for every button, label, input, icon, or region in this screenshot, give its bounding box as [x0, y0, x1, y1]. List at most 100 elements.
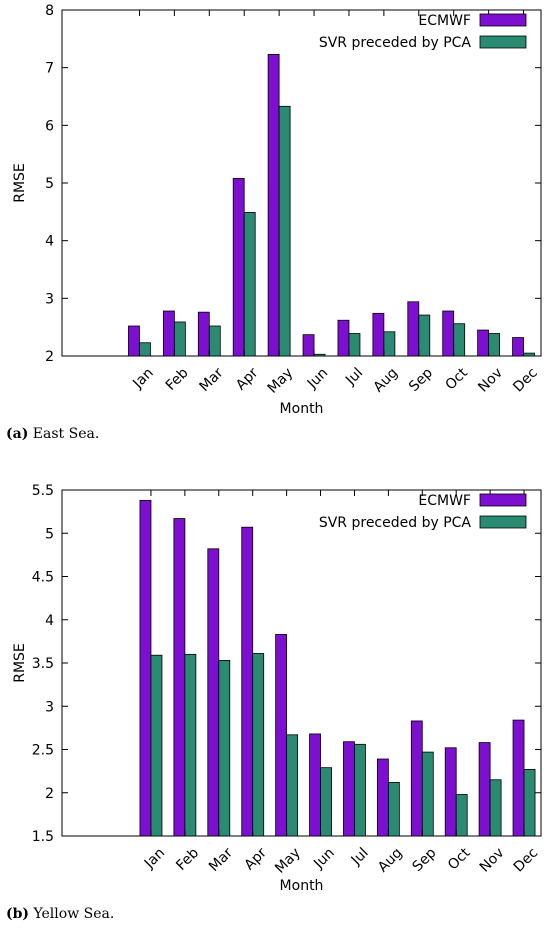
bar-ecmwf-aug — [372, 312, 385, 357]
bar-svr-jan — [139, 342, 151, 357]
bar-ecmwf-mar — [207, 548, 220, 837]
x-tick-label: Aug — [370, 365, 401, 396]
bar-svr-feb — [184, 653, 197, 837]
y-tick-label: 7 — [45, 61, 54, 77]
bar-svr-jan — [150, 654, 163, 837]
bar-svr-apr — [243, 212, 256, 357]
y-tick-label: 3 — [45, 291, 54, 307]
bar-ecmwf-feb — [162, 310, 175, 357]
x-tick-label: Jan — [141, 845, 168, 872]
bar-svr-dec — [523, 768, 536, 837]
legend-label: SVR preceded by PCA — [319, 35, 472, 51]
bar-svr-dec — [523, 352, 535, 357]
bar-ecmwf-may — [267, 54, 280, 357]
caption-label: (a) — [6, 426, 29, 442]
bar-ecmwf-oct — [444, 747, 457, 837]
x-tick-label: Jul — [342, 365, 366, 389]
x-tick-label: Jul — [348, 845, 372, 869]
caption-text: East Sea. — [28, 426, 100, 442]
legend-label: ECMWF — [418, 13, 471, 29]
bar-ecmwf-nov — [478, 742, 491, 837]
y-tick-label: 2 — [45, 786, 54, 802]
y-tick-label: 6 — [45, 118, 54, 134]
x-tick-label: Sep — [406, 365, 436, 395]
x-axis-label: Month — [280, 401, 324, 417]
caption-east-sea: (a) East Sea. — [6, 426, 99, 442]
bar-ecmwf-sep — [407, 301, 420, 357]
y-tick-label: 2 — [45, 349, 54, 365]
x-tick-label: Sep — [410, 845, 440, 875]
x-tick-label: Mar — [206, 845, 236, 875]
bar-svr-feb — [173, 321, 186, 357]
bar-svr-nov — [488, 333, 501, 357]
bar-svr-jun — [313, 353, 326, 357]
x-tick-label: Oct — [445, 845, 474, 874]
x-axis-label: Month — [280, 878, 324, 894]
x-tick-label: Nov — [475, 365, 506, 396]
bar-svr-oct — [453, 323, 466, 357]
bar-svr-aug — [383, 331, 396, 357]
y-tick-label: 3.5 — [32, 656, 54, 672]
y-tick-label: 8 — [45, 3, 54, 19]
bar-ecmwf-jul — [337, 319, 350, 357]
bar-ecmwf-nov — [477, 329, 490, 357]
legend-label: ECMWF — [418, 493, 471, 509]
caption-text: Yellow Sea. — [29, 906, 115, 922]
bar-ecmwf-dec — [512, 719, 525, 837]
bar-ecmwf-may — [275, 634, 288, 837]
bar-ecmwf-jan — [128, 325, 140, 357]
bar-ecmwf-jun — [302, 334, 315, 357]
x-tick-label: Jun — [304, 365, 331, 392]
bar-svr-jul — [354, 743, 366, 837]
bar-svr-mar — [218, 660, 231, 837]
x-tick-label: Feb — [173, 845, 202, 874]
x-tick-label: Jun — [310, 845, 337, 872]
x-tick-label: Jan — [129, 365, 156, 392]
x-tick-label: Aug — [375, 845, 406, 876]
bar-ecmwf-mar — [197, 311, 210, 357]
bar-svr-may — [286, 734, 299, 837]
bar-ecmwf-apr — [232, 177, 245, 357]
chart-east-sea: 2 3 4 5 6 7 8 Jan Feb Mar Apr May Jun Jul Aug Sep Oct Nov… — [12, 3, 542, 417]
x-tick-label: Mar — [197, 365, 227, 395]
legend-swatch — [479, 35, 527, 49]
bar-ecmwf-jul — [343, 741, 355, 837]
chart-yellow-sea: 1.5 2 2.5 3 3.5 4 4.5 5 5.5 Jan Feb Mar Apr May Jun Jul… — [12, 483, 542, 894]
x-tick-label: May — [265, 365, 297, 397]
legend-label: SVR preceded by PCA — [319, 515, 472, 531]
x-tick-label: Feb — [163, 365, 192, 394]
caption-yellow-sea: (b) Yellow Sea. — [6, 906, 114, 922]
x-tick-label: Apr — [233, 365, 262, 394]
bar-svr-apr — [252, 653, 265, 837]
plot-frame — [61, 489, 542, 837]
legend-swatch — [479, 493, 527, 507]
y-axis-label: RMSE — [12, 643, 28, 683]
legend-swatch — [479, 515, 527, 529]
bar-ecmwf-oct — [442, 310, 455, 357]
x-tick-label: Nov — [477, 845, 508, 876]
x-tick-label: Dec — [510, 365, 540, 395]
bar-svr-mar — [208, 325, 221, 357]
bar-ecmwf-apr — [241, 526, 254, 837]
bar-svr-nov — [489, 779, 502, 837]
y-tick-label: 5 — [45, 526, 54, 542]
bar-svr-sep — [421, 751, 434, 837]
y-tick-label: 3 — [45, 699, 54, 715]
x-tick-label: May — [272, 845, 304, 877]
bar-svr-may — [278, 105, 291, 357]
caption-label: (b) — [6, 906, 30, 922]
y-tick-label: 5.5 — [32, 483, 54, 499]
bar-ecmwf-sep — [410, 720, 423, 837]
y-tick-label: 5 — [45, 176, 54, 192]
y-tick-label: 4 — [45, 234, 54, 250]
x-tick-label: Oct — [443, 365, 472, 394]
legend-swatch — [479, 13, 527, 27]
bar-svr-jul — [348, 333, 361, 357]
bar-ecmwf-aug — [376, 758, 389, 837]
bar-ecmwf-dec — [512, 337, 524, 357]
plot-frame — [61, 9, 542, 357]
bar-ecmwf-feb — [173, 518, 186, 837]
y-tick-label: 2.5 — [32, 743, 54, 759]
y-tick-label: 4 — [45, 613, 54, 629]
bar-svr-jun — [320, 767, 332, 837]
